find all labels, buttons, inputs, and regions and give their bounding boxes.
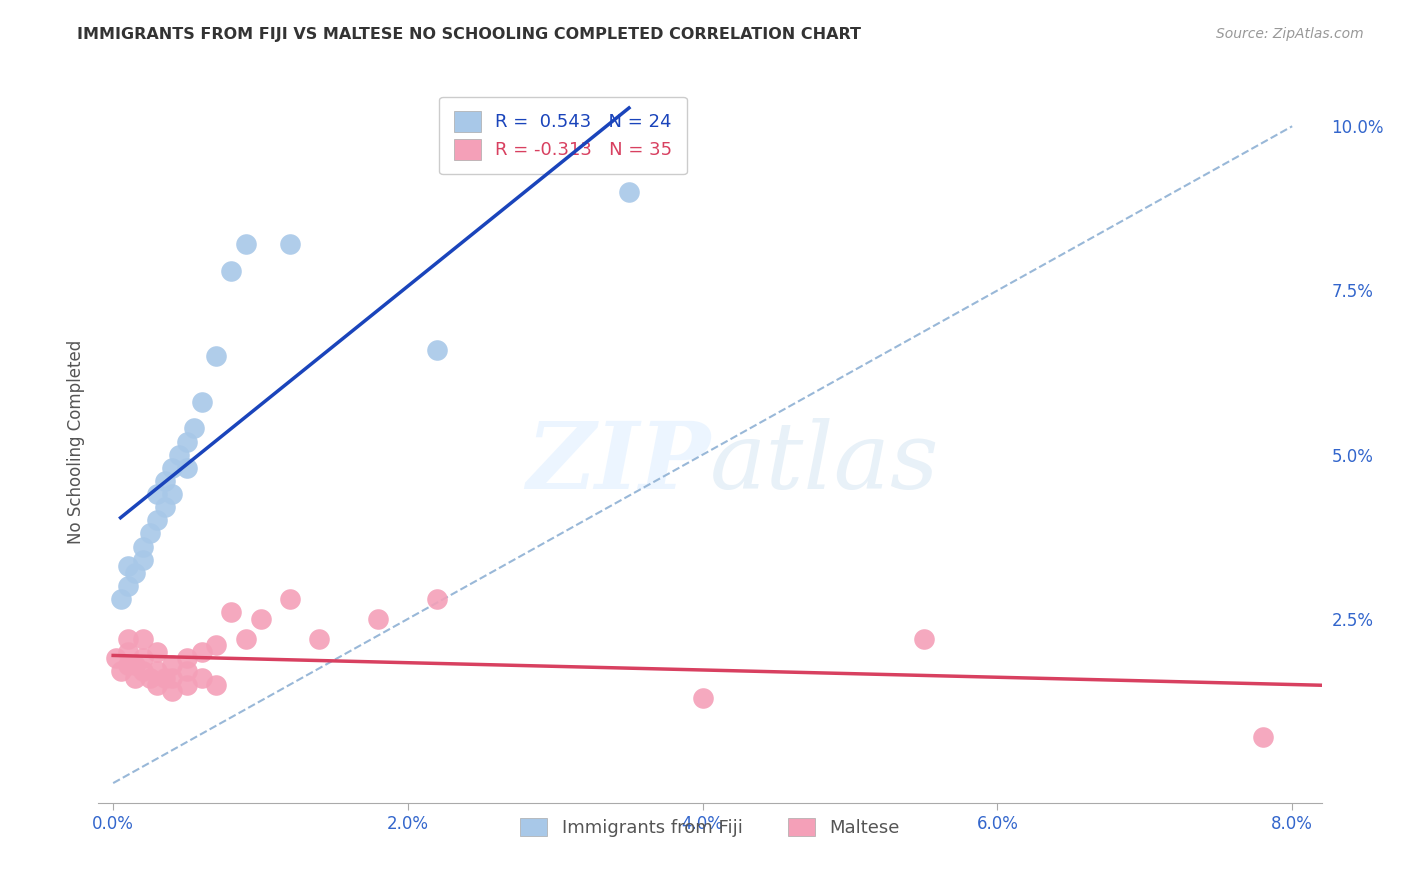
Point (153, 671, 176, 685)
Point (124, 671, 146, 685)
Point (110, 592, 132, 607)
Point (176, 651, 198, 665)
Point (278, 592, 301, 607)
Point (117, 645, 139, 659)
Point (160, 657, 183, 672)
Point (160, 460, 183, 475)
Text: ZIP: ZIP (526, 418, 710, 508)
Point (219, 605, 242, 619)
Point (367, 612, 389, 626)
Point (131, 632, 153, 646)
Point (146, 677, 169, 691)
Point (146, 665, 169, 679)
Point (117, 579, 139, 593)
Point (131, 540, 153, 554)
Point (426, 592, 449, 607)
Point (153, 474, 176, 488)
Point (249, 612, 271, 626)
Point (176, 665, 198, 679)
Point (190, 671, 212, 685)
Point (183, 421, 205, 435)
Point (146, 645, 169, 659)
Point (160, 487, 183, 501)
Point (205, 349, 228, 363)
Point (124, 566, 146, 580)
Point (235, 237, 257, 252)
Point (912, 632, 935, 646)
Point (169, 448, 191, 462)
Text: IMMIGRANTS FROM FIJI VS MALTESE NO SCHOOLING COMPLETED CORRELATION CHART: IMMIGRANTS FROM FIJI VS MALTESE NO SCHOO… (77, 27, 862, 42)
Point (1251, 730, 1274, 744)
Legend: Immigrants from Fiji, Maltese: Immigrants from Fiji, Maltese (513, 811, 907, 845)
Point (124, 657, 146, 672)
Text: Source: ZipAtlas.com: Source: ZipAtlas.com (1216, 27, 1364, 41)
Point (117, 559, 139, 574)
Point (153, 500, 176, 515)
Point (190, 645, 212, 659)
Point (308, 632, 330, 646)
Point (146, 513, 169, 527)
Point (190, 395, 212, 409)
Point (205, 677, 228, 691)
Point (139, 526, 162, 541)
Point (131, 651, 153, 665)
Point (160, 671, 183, 685)
Point (105, 651, 128, 665)
Point (176, 434, 198, 449)
Point (692, 690, 714, 705)
Point (131, 665, 153, 679)
Point (110, 665, 132, 679)
Point (617, 185, 640, 199)
Point (176, 677, 198, 691)
Point (117, 657, 139, 672)
Point (278, 237, 301, 252)
Point (160, 684, 183, 698)
Point (146, 487, 169, 501)
Point (235, 632, 257, 646)
Point (139, 671, 162, 685)
Point (205, 638, 228, 652)
Point (426, 343, 449, 357)
Point (176, 460, 198, 475)
Point (131, 553, 153, 567)
Text: atlas: atlas (710, 418, 939, 508)
Y-axis label: No Schooling Completed: No Schooling Completed (66, 340, 84, 543)
Point (117, 632, 139, 646)
Point (219, 264, 242, 278)
